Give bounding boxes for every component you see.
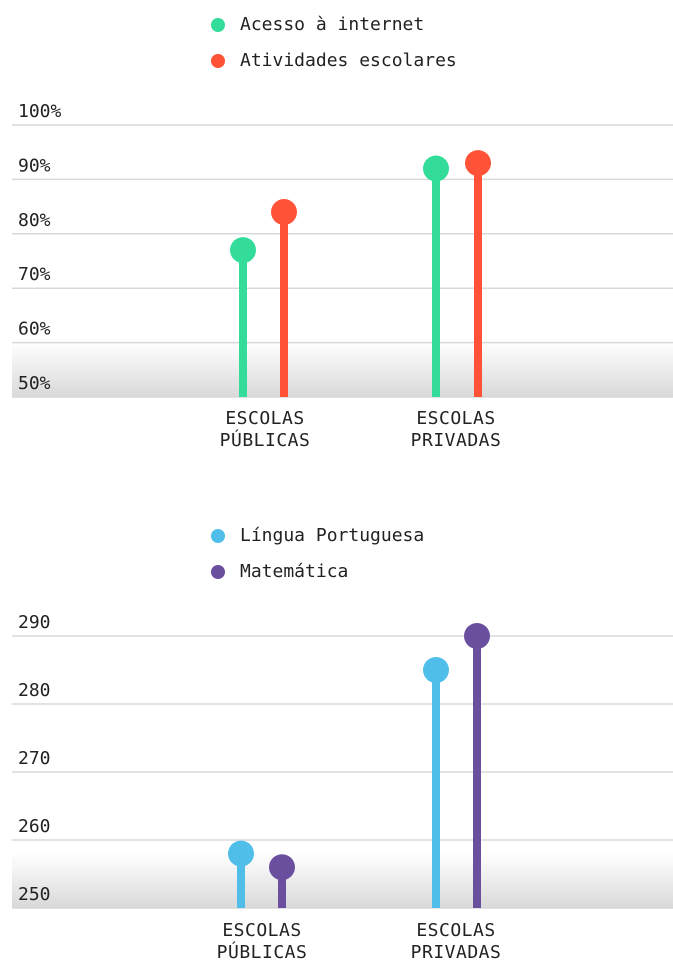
dot xyxy=(465,150,491,177)
y-tick-label: 100% xyxy=(18,101,62,122)
legend-marker xyxy=(211,529,225,543)
legend-label: Língua Portuguesa xyxy=(240,525,424,546)
legend-marker xyxy=(211,18,225,32)
x-tick-label: ESCOLAS PÚBLICAS xyxy=(216,920,308,963)
y-tick-label: 60% xyxy=(18,319,51,340)
dot xyxy=(464,623,490,649)
dot xyxy=(423,155,449,182)
y-tick-label: 50% xyxy=(18,373,51,394)
dot xyxy=(228,840,254,867)
x-tick-label: ESCOLAS PÚBLICAS xyxy=(219,408,311,451)
x-tick-label: ESCOLAS PRIVADAS xyxy=(410,408,502,451)
legend-marker xyxy=(211,54,225,68)
legend-marker xyxy=(211,565,225,579)
y-tick-label: 280 xyxy=(18,680,51,701)
dot xyxy=(423,657,449,683)
y-tick-label: 70% xyxy=(18,264,51,285)
y-tick-label: 270 xyxy=(18,748,51,769)
bottom-shade xyxy=(12,853,673,908)
y-tick-label: 80% xyxy=(18,210,51,231)
legend-label: Matemática xyxy=(240,561,348,582)
y-tick-label: 90% xyxy=(18,155,51,176)
dot xyxy=(230,237,256,264)
y-tick-label: 260 xyxy=(18,816,51,837)
legend-label: Atividades escolares xyxy=(240,50,457,71)
bottom-shade xyxy=(12,342,673,397)
dot xyxy=(269,854,295,881)
dot xyxy=(271,199,297,226)
x-tick-label: ESCOLAS PRIVADAS xyxy=(410,920,502,963)
legend-label: Acesso à internet xyxy=(240,14,424,35)
y-tick-label: 290 xyxy=(18,612,51,633)
y-tick-label: 250 xyxy=(18,884,51,905)
